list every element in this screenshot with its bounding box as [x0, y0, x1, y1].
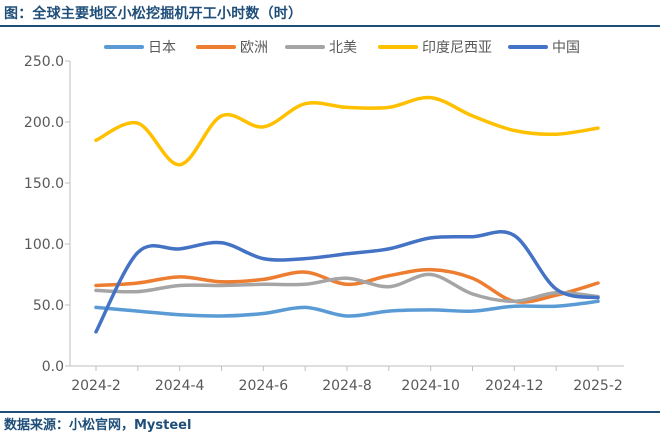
source-note: 数据来源：小松官网，Mysteel — [4, 418, 192, 433]
series-line-2 — [94, 272, 600, 304]
chart-title: 图：全球主要地区小松挖掘机开工小时数（时） — [4, 6, 303, 22]
x-tick-label: 2024-2 — [71, 378, 121, 394]
legend-item-3: 印度尼西亚 — [378, 40, 492, 56]
y-tick-label: 100.0 — [24, 237, 64, 253]
legend: 日本 欧洲 北美 印度尼西亚 中国 — [104, 40, 580, 56]
legend-label: 日本 — [148, 40, 176, 56]
x-tick-label: 2024-6 — [239, 378, 289, 394]
y-tick-label: 0.0 — [42, 359, 64, 375]
y-tick-label: 150.0 — [24, 176, 64, 192]
x-tick-label: 2024-10 — [401, 378, 460, 394]
legend-label: 中国 — [552, 40, 580, 56]
x-tick-label: 2024-4 — [155, 378, 205, 394]
legend-item-0: 日本 — [104, 40, 176, 56]
legend-item-2: 北美 — [285, 40, 357, 56]
footer-rule — [0, 411, 660, 413]
legend-item-1: 欧洲 — [196, 40, 268, 56]
series-line-0 — [94, 299, 600, 318]
plot-area — [94, 95, 600, 334]
legend-item-4: 中国 — [508, 40, 580, 56]
x-tick-label: 2025-2 — [573, 378, 623, 394]
series-line-4 — [94, 230, 600, 334]
x-tick-label: 2024-8 — [322, 378, 372, 394]
legend-label: 印度尼西亚 — [422, 40, 492, 56]
series-line-3 — [94, 95, 600, 167]
legend-label: 欧洲 — [240, 40, 268, 56]
title-underline — [0, 25, 660, 27]
y-tick-label: 200.0 — [24, 115, 64, 131]
x-tick-label: 2024-12 — [485, 378, 544, 394]
line-chart: 日本 欧洲 北美 印度尼西亚 中国 0.0 50.0 100.0 150.0 200.0 250.… — [24, 40, 624, 394]
legend-label: 北美 — [329, 40, 357, 56]
x-axis: 2024-2 2024-4 2024-6 2024-8 2024-10 2024-12 20… — [70, 365, 624, 394]
y-tick-label: 50.0 — [33, 298, 64, 314]
y-axis: 0.0 50.0 100.0 150.0 200.0 250.0 — [24, 54, 71, 375]
y-tick-label: 250.0 — [24, 54, 64, 70]
